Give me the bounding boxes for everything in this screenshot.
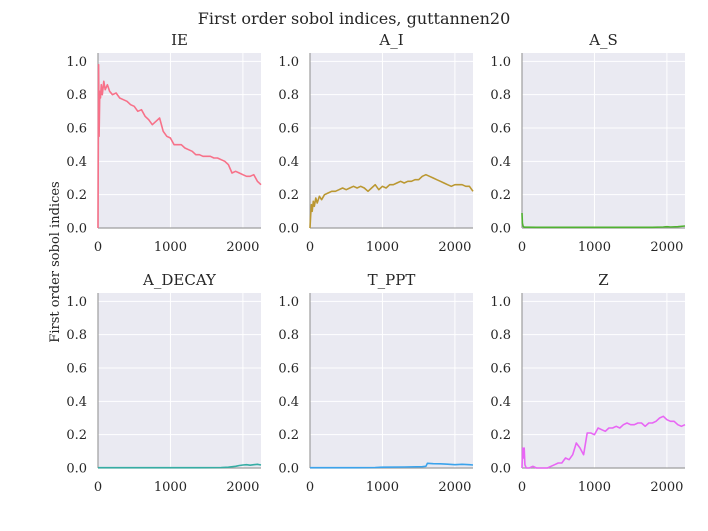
x-tick-label: 1000 (366, 240, 399, 255)
y-tick-label: 1.0 (490, 55, 511, 70)
y-tick-label: 0.4 (278, 155, 299, 170)
subplot-title: Z (598, 271, 608, 289)
series-line-a-decay (98, 463, 262, 469)
y-tick-label: 0.8 (66, 328, 87, 343)
x-tick-label: 0 (518, 480, 526, 495)
y-tick-label: 0.6 (278, 122, 299, 137)
subplot-title: A_DECAY (142, 271, 217, 289)
x-tick-label: 2000 (438, 480, 471, 495)
subplot-ie: 0.0 0.2 0.4 0.6 0.8 1.0 0 1000 2000 IE (66, 31, 262, 255)
series-line-ie (97, 63, 262, 229)
y-tick-label: 0.8 (278, 328, 299, 343)
y-tick-label: 0.8 (490, 88, 511, 103)
x-tick-label: 0 (94, 480, 102, 495)
plot-area (98, 293, 261, 468)
series-line-t-ppt (310, 462, 474, 469)
x-tick-label: 0 (94, 240, 102, 255)
x-tick-label: 1000 (154, 240, 187, 255)
plot-area (522, 53, 685, 228)
subplot-t-ppt: 0.0 0.2 0.4 0.6 0.8 1.0 0 1000 2000 T_PPT (278, 271, 474, 495)
x-tick-label: 0 (306, 480, 314, 495)
y-tick-label: 0.4 (66, 155, 87, 170)
y-tick-label: 0.2 (66, 188, 87, 203)
figure-title: First order sobol indices, guttannen20 (198, 9, 511, 28)
y-tick-label: 0.0 (490, 462, 511, 477)
y-tick-label: 0.4 (66, 395, 87, 410)
y-tick-label: 0.2 (490, 188, 511, 203)
y-tick-label: 0.6 (66, 362, 87, 377)
subplot-a-decay: 0.0 0.2 0.4 0.6 0.8 1.0 0 1000 2000 A_DECAY (66, 271, 262, 495)
y-tick-label: 0.0 (278, 222, 299, 237)
y-tick-label: 0.6 (490, 362, 511, 377)
x-tick-label: 2000 (650, 240, 683, 255)
subplot-title: IE (171, 31, 188, 49)
y-tick-label: 0.2 (278, 188, 299, 203)
x-tick-label: 2000 (438, 240, 471, 255)
y-tick-label: 0.8 (278, 88, 299, 103)
subplot-z: 0.0 0.2 0.4 0.6 0.8 1.0 0 1000 2000 Z (490, 271, 686, 495)
subplot-grid: 0.00.20.40.60.81.00 1000 2000IE0.00.20.40.… (66, 31, 686, 495)
y-tick-label: 1.0 (278, 55, 299, 70)
subplot-a-s: 0.0 0.2 0.4 0.6 0.8 1.0 0 1000 2000 A_S (490, 31, 686, 255)
y-tick-label: 0.4 (490, 155, 511, 170)
y-tick-label: 0.2 (66, 428, 87, 443)
y-tick-label: 0.0 (278, 462, 299, 477)
y-tick-label: 1.0 (490, 295, 511, 310)
x-tick-label: 1000 (578, 240, 611, 255)
y-tick-label: 0.2 (490, 428, 511, 443)
y-tick-label: 0.8 (490, 328, 511, 343)
plot-area (522, 293, 685, 468)
series-line-a-s (521, 212, 686, 229)
series-line-a-i (309, 173, 474, 229)
x-tick-label: 2000 (226, 240, 259, 255)
x-tick-label: 2000 (226, 480, 259, 495)
subplot-title: A_I (378, 31, 403, 49)
y-tick-label: 1.0 (278, 295, 299, 310)
y-tick-label: 0.0 (490, 222, 511, 237)
series-line-z (521, 415, 686, 469)
y-tick-label: 1.0 (66, 55, 87, 70)
x-tick-label: 1000 (154, 480, 187, 495)
x-tick-label: 1000 (366, 480, 399, 495)
y-tick-label: 0.6 (278, 362, 299, 377)
y-tick-label: 0.0 (66, 462, 87, 477)
y-tick-label: 1.0 (66, 295, 87, 310)
x-tick-label: 0 (518, 240, 526, 255)
plot-area (98, 53, 261, 228)
y-tick-label: 0.4 (490, 395, 511, 410)
plot-area (310, 53, 473, 228)
y-tick-label: 0.8 (66, 88, 87, 103)
y-tick-label: 0.0 (66, 222, 87, 237)
x-tick-label: 1000 (578, 480, 611, 495)
subplot-title: T_PPT (368, 271, 416, 289)
y-tick-label: 0.6 (490, 122, 511, 137)
x-tick-label: 0 (306, 240, 314, 255)
subplot-a-i: 0.0 0.2 0.4 0.6 0.8 1.0 0 1000 2000 A_I (278, 31, 474, 255)
y-tick-label: 0.2 (278, 428, 299, 443)
x-tick-label: 2000 (650, 480, 683, 495)
y-tick-label: 0.6 (66, 122, 87, 137)
y-axis-label: First order sobol indices (48, 181, 63, 342)
y-tick-label: 0.4 (278, 395, 299, 410)
subplot-title: A_S (588, 31, 618, 49)
plot-area (310, 293, 473, 468)
